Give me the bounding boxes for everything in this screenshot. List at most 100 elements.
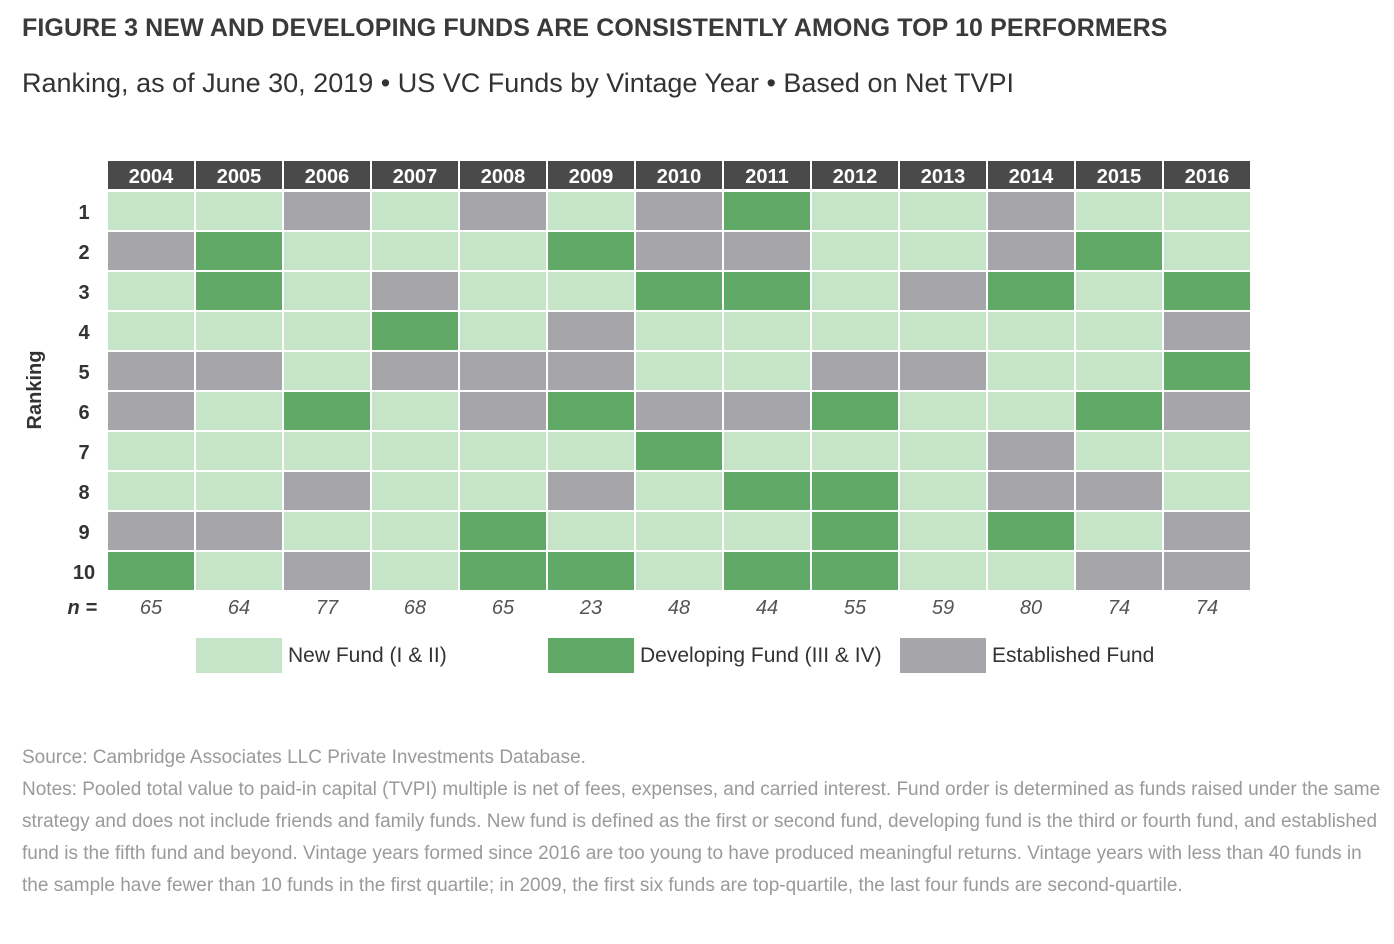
n-value-label: 65 xyxy=(140,597,163,619)
legend-item-developing: Developing Fund (III & IV) xyxy=(548,638,882,673)
heatmap-cell xyxy=(282,190,372,232)
heatmap-cell xyxy=(458,470,548,512)
ranking-tick-label: 5 xyxy=(78,362,89,384)
ranking-heatmap: 2004 2005 2006 2007 2008 2009 2010 2011 2012 2013… xyxy=(24,159,1252,619)
heatmap-cell xyxy=(1074,350,1164,392)
heatmap-cell xyxy=(458,310,548,352)
heatmap-cell xyxy=(106,470,196,512)
n-value-label: 77 xyxy=(316,597,339,619)
ranking-tick-label: 9 xyxy=(78,522,89,544)
year-header-cell xyxy=(1074,159,1164,191)
heatmap-cell xyxy=(106,550,196,592)
legend-label-developing: Developing Fund (III & IV) xyxy=(640,643,882,667)
n-value-label: 48 xyxy=(668,597,690,619)
heatmap-cell xyxy=(106,350,196,392)
heatmap-cell xyxy=(810,230,900,272)
heatmap-cell xyxy=(106,430,196,472)
heatmap-cell xyxy=(106,510,196,552)
heatmap-cell xyxy=(722,310,812,352)
n-value-label: 44 xyxy=(756,597,778,619)
ranking-tick-label: 3 xyxy=(78,282,89,304)
heatmap-cell xyxy=(722,190,812,232)
heatmap-cell xyxy=(810,310,900,352)
heatmap-cell xyxy=(194,190,284,232)
heatmap-cell xyxy=(194,230,284,272)
year-header-label: 2014 xyxy=(1009,166,1054,188)
heatmap-cell xyxy=(194,550,284,592)
heatmap-cell xyxy=(1074,550,1164,592)
heatmap-cell xyxy=(986,190,1076,232)
heatmap-cell xyxy=(282,510,372,552)
heatmap-cell xyxy=(458,190,548,232)
heatmap-cell xyxy=(986,350,1076,392)
year-header-label: 2010 xyxy=(657,166,702,188)
heatmap-cell xyxy=(810,390,900,432)
heatmap-cell xyxy=(282,390,372,432)
heatmap-cell xyxy=(898,510,988,552)
n-value-label: 74 xyxy=(1196,597,1218,619)
n-value-label: 80 xyxy=(1020,597,1042,619)
year-header-cell xyxy=(546,159,636,191)
year-header-label: 2013 xyxy=(921,166,966,188)
heatmap-cell xyxy=(194,510,284,552)
heatmap-cell xyxy=(1162,270,1252,312)
year-header-label: 2012 xyxy=(833,166,878,188)
heatmap-cell xyxy=(546,390,636,432)
heatmap-cell xyxy=(1162,230,1252,272)
heatmap-cell xyxy=(282,230,372,272)
year-header-label: 2004 xyxy=(129,166,174,188)
ranking-tick-label: 6 xyxy=(78,402,89,424)
heatmap-cell xyxy=(370,390,460,432)
heatmap-cell xyxy=(1074,270,1164,312)
heatmap-cell xyxy=(1074,470,1164,512)
n-value-label: 59 xyxy=(932,597,954,619)
year-header-label: 2016 xyxy=(1185,166,1230,188)
heatmap-cell xyxy=(986,470,1076,512)
heatmap-cell xyxy=(282,270,372,312)
heatmap-cell xyxy=(282,350,372,392)
n-label: n = xyxy=(68,597,98,619)
heatmap-cell xyxy=(370,190,460,232)
footnotes: Source: Cambridge Associates LLC Private… xyxy=(22,742,1390,902)
year-header-label: 2009 xyxy=(569,166,614,188)
heatmap-cell xyxy=(810,510,900,552)
heatmap-cell xyxy=(282,310,372,352)
heatmap-cell xyxy=(194,390,284,432)
legend-item-established: Established Fund xyxy=(900,638,1154,673)
heatmap-cell xyxy=(546,510,636,552)
heatmap-cell xyxy=(1074,230,1164,272)
source-note: Source: Cambridge Associates LLC Private… xyxy=(22,747,586,768)
heatmap-cell xyxy=(986,310,1076,352)
n-value-label: 65 xyxy=(492,597,515,619)
heatmap-cell xyxy=(458,350,548,392)
heatmap-cell xyxy=(634,350,724,392)
heatmap-cell xyxy=(898,270,988,312)
heatmap-cell xyxy=(546,470,636,512)
heatmap-cell xyxy=(634,230,724,272)
heatmap-cell xyxy=(458,270,548,312)
heatmap-cell xyxy=(546,310,636,352)
year-header-cell xyxy=(458,159,548,191)
heatmap-cell xyxy=(106,230,196,272)
heatmap-cell xyxy=(722,550,812,592)
heatmap-cell xyxy=(1162,390,1252,432)
heatmap-cell xyxy=(1074,510,1164,552)
heatmap-cell xyxy=(546,430,636,472)
heatmap-cell xyxy=(722,270,812,312)
heatmap-cell xyxy=(546,350,636,392)
ranking-tick-label: 2 xyxy=(78,242,89,264)
heatmap-cell xyxy=(1162,310,1252,352)
heatmap-cell xyxy=(722,430,812,472)
heatmap-cell xyxy=(106,270,196,312)
ranking-tick-label: 7 xyxy=(78,442,89,464)
heatmap-cell xyxy=(370,510,460,552)
heatmap-cell xyxy=(1074,430,1164,472)
ranking-tick-label: 10 xyxy=(73,562,95,584)
heatmap-cell xyxy=(546,190,636,232)
n-value-label: 74 xyxy=(1108,597,1130,619)
heatmap-cell xyxy=(898,390,988,432)
heatmap-cell xyxy=(282,430,372,472)
heatmap-cell xyxy=(898,550,988,592)
year-header-label: 2006 xyxy=(305,166,350,188)
ranking-tick-label: 1 xyxy=(78,202,89,224)
